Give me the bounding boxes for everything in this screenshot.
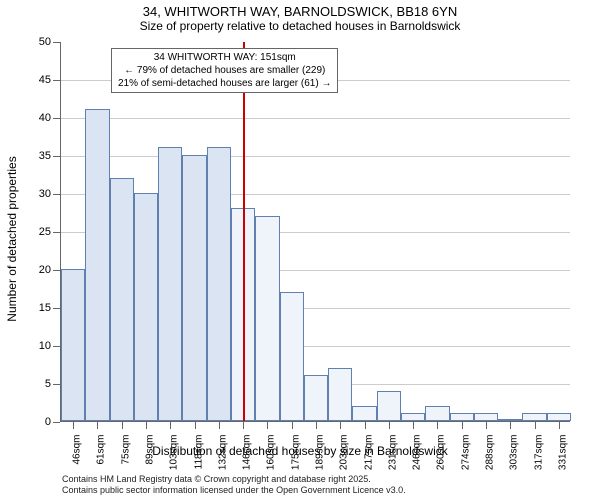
x-tick (219, 422, 220, 429)
y-axis-label: Number of detached properties (5, 156, 19, 321)
y-tick (53, 194, 60, 195)
chart-container: 34, WHITWORTH WAY, BARNOLDSWICK, BB18 6Y… (0, 0, 600, 500)
chart-subtitle: Size of property relative to detached ho… (0, 19, 600, 33)
y-tick-label: 20 (39, 264, 51, 276)
y-tick-label: 15 (39, 302, 51, 314)
x-tick (146, 422, 147, 429)
y-tick (53, 270, 60, 271)
plot-area: 0510152025303540455046sqm61sqm75sqm89sqm… (60, 42, 570, 422)
y-tick-label: 30 (39, 188, 51, 200)
y-tick (53, 232, 60, 233)
histogram-bar (474, 413, 498, 421)
histogram-bar (158, 147, 182, 421)
x-tick (510, 422, 511, 429)
y-tick-label: 10 (39, 340, 51, 352)
histogram-bar (182, 155, 206, 421)
y-tick-label: 50 (39, 36, 51, 48)
histogram-bar (401, 413, 425, 421)
histogram-bar (498, 419, 522, 421)
annotation-line-1: 34 WHITWORTH WAY: 151sqm (118, 51, 331, 64)
gridline (61, 156, 570, 157)
y-tick (53, 118, 60, 119)
y-tick-label: 45 (39, 74, 51, 86)
x-tick (316, 422, 317, 429)
x-tick (97, 422, 98, 429)
histogram-bar (134, 193, 158, 421)
y-tick (53, 308, 60, 309)
y-tick (53, 80, 60, 81)
footer-line-2: Contains public sector information licen… (62, 485, 406, 496)
histogram-bar (522, 413, 546, 421)
y-tick (53, 156, 60, 157)
histogram-bar (352, 406, 376, 421)
y-tick (53, 384, 60, 385)
annotation-line-3: 21% of semi-detached houses are larger (… (118, 77, 331, 90)
marker-line (243, 42, 245, 421)
chart-title: 34, WHITWORTH WAY, BARNOLDSWICK, BB18 6Y… (0, 0, 600, 19)
x-tick (292, 422, 293, 429)
histogram-bar (425, 406, 449, 421)
histogram-bar (377, 391, 401, 421)
footer-attribution: Contains HM Land Registry data © Crown c… (62, 474, 406, 497)
histogram-bar (255, 216, 279, 421)
y-tick (53, 42, 60, 43)
x-tick (170, 422, 171, 429)
annotation-line-2: ← 79% of detached houses are smaller (22… (118, 64, 331, 77)
x-tick (486, 422, 487, 429)
histogram-bar (547, 413, 571, 421)
x-tick (73, 422, 74, 429)
footer-line-1: Contains HM Land Registry data © Crown c… (62, 474, 406, 485)
annotation-box: 34 WHITWORTH WAY: 151sqm ← 79% of detach… (111, 48, 338, 93)
x-tick (243, 422, 244, 429)
x-tick (365, 422, 366, 429)
x-axis-label: Distribution of detached houses by size … (0, 444, 600, 458)
x-tick (389, 422, 390, 429)
x-tick (195, 422, 196, 429)
x-tick (340, 422, 341, 429)
y-tick-label: 5 (45, 378, 51, 390)
histogram-bar (110, 178, 134, 421)
y-tick-label: 25 (39, 226, 51, 238)
x-tick (267, 422, 268, 429)
y-tick-label: 0 (45, 416, 51, 428)
y-tick-label: 35 (39, 150, 51, 162)
x-tick (413, 422, 414, 429)
x-tick (437, 422, 438, 429)
histogram-bar (280, 292, 304, 421)
x-tick (559, 422, 560, 429)
histogram-bar (450, 413, 474, 421)
histogram-bar (328, 368, 352, 421)
x-tick (535, 422, 536, 429)
y-tick (53, 346, 60, 347)
histogram-bar (85, 109, 109, 421)
histogram-bar (207, 147, 231, 421)
histogram-bar (61, 269, 85, 421)
y-tick-label: 40 (39, 112, 51, 124)
gridline (61, 118, 570, 119)
x-tick (462, 422, 463, 429)
histogram-bar (304, 375, 328, 421)
x-tick (122, 422, 123, 429)
y-tick (53, 422, 60, 423)
